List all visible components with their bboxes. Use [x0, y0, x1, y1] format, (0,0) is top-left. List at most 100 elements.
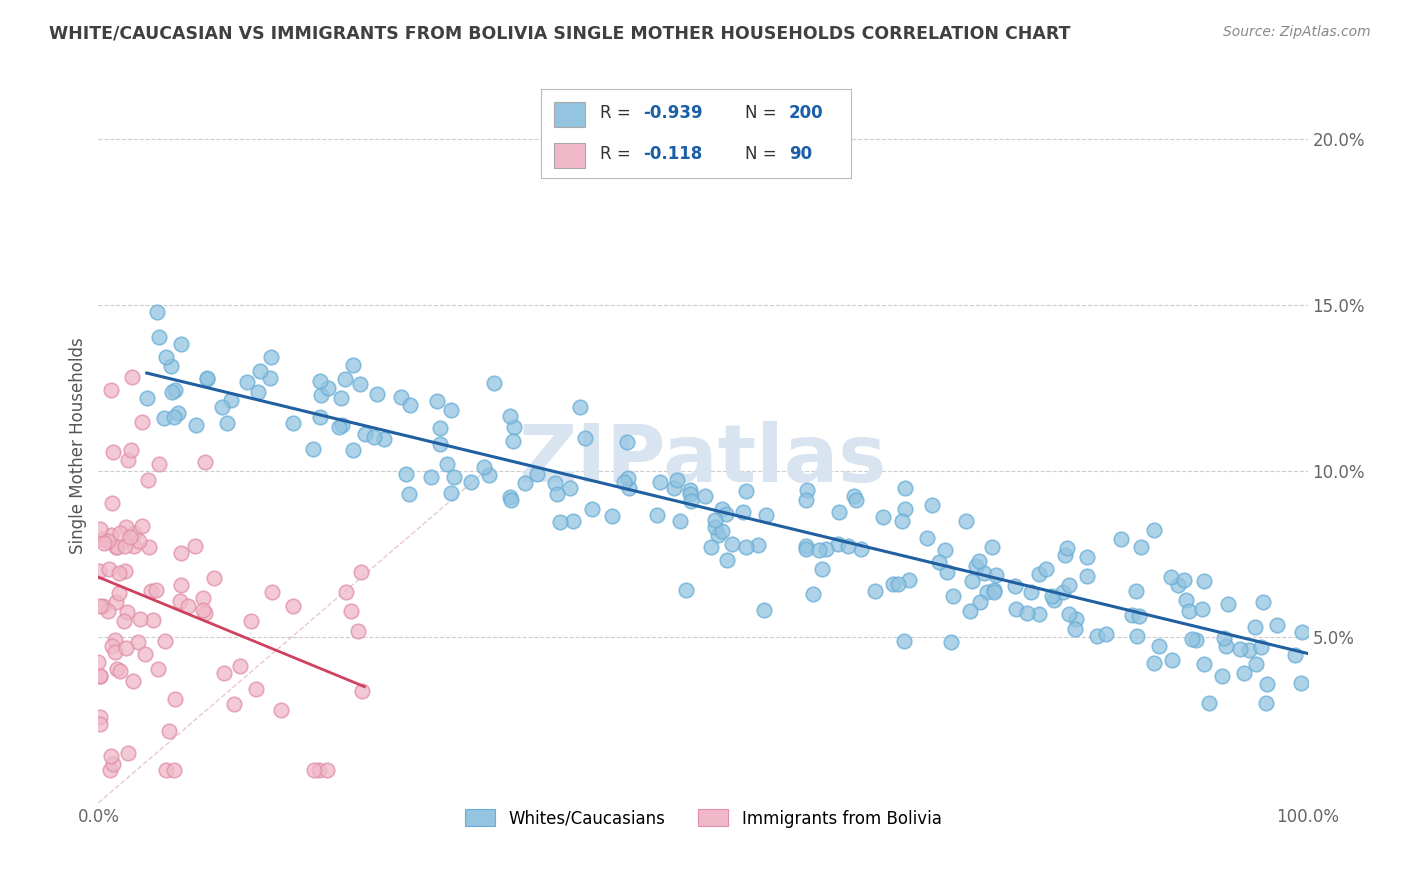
Point — [887, 577, 910, 591]
Point — [1174, 593, 1197, 607]
Point — [436, 458, 458, 472]
Text: WHITE/CAUCASIAN VS IMMIGRANTS FROM BOLIVIA SINGLE MOTHER HOUSEHOLDS CORRELATION : WHITE/CAUCASIAN VS IMMIGRANTS FROM BOLIV… — [49, 25, 1071, 43]
Point — [815, 541, 838, 556]
Point — [157, 723, 180, 738]
Point — [882, 576, 904, 591]
Point — [1004, 579, 1026, 593]
Point — [1130, 540, 1153, 554]
Point — [426, 394, 449, 409]
Point — [700, 541, 723, 555]
Point — [1256, 677, 1278, 691]
Point — [89, 717, 111, 731]
Point — [170, 336, 193, 351]
Point — [581, 501, 603, 516]
Point — [239, 614, 262, 628]
Point — [342, 358, 364, 372]
Point — [420, 469, 443, 483]
Point — [131, 415, 153, 429]
Point — [177, 599, 200, 614]
Point — [191, 591, 214, 605]
Point — [167, 406, 190, 420]
Point — [153, 634, 176, 648]
Point — [1160, 569, 1182, 583]
Text: ZIPatlas: ZIPatlas — [519, 421, 887, 500]
Point — [108, 525, 131, 540]
Point — [983, 585, 1005, 599]
Point — [501, 492, 523, 507]
Point — [330, 391, 353, 405]
Point — [710, 502, 733, 516]
Point — [366, 387, 388, 401]
Point — [1017, 606, 1039, 620]
Point — [1053, 548, 1076, 562]
Point — [389, 390, 412, 404]
Point — [1244, 657, 1267, 671]
Point — [212, 666, 235, 681]
Point — [350, 565, 373, 579]
Point — [228, 659, 250, 673]
Point — [796, 483, 818, 498]
Point — [148, 329, 170, 343]
Point — [844, 489, 866, 503]
Point — [89, 669, 111, 683]
Point — [118, 530, 141, 544]
Point — [1218, 597, 1240, 611]
Point — [716, 553, 738, 567]
Point — [363, 429, 385, 443]
Point — [1185, 632, 1208, 647]
Point — [569, 400, 592, 414]
Point — [796, 493, 818, 508]
Point — [616, 435, 638, 450]
Point — [308, 374, 330, 388]
Text: R =: R = — [600, 145, 636, 163]
Point — [121, 370, 143, 384]
Point — [309, 388, 332, 402]
Point — [89, 710, 111, 724]
Point — [194, 455, 217, 469]
Point — [395, 467, 418, 482]
Point — [165, 383, 187, 397]
Point — [482, 376, 505, 390]
Point — [281, 599, 304, 614]
Point — [1056, 541, 1078, 555]
Point — [138, 541, 160, 555]
Point — [1028, 567, 1050, 582]
Point — [347, 624, 370, 639]
Point — [136, 473, 159, 487]
Point — [114, 565, 136, 579]
Point — [755, 508, 778, 522]
Point — [101, 445, 124, 459]
Point — [108, 586, 131, 600]
Point — [662, 481, 685, 495]
Point — [342, 443, 364, 458]
Point — [129, 612, 152, 626]
Point — [616, 471, 638, 485]
Point — [87, 655, 110, 669]
Text: N =: N = — [745, 104, 782, 122]
Point — [112, 614, 135, 628]
Point — [160, 384, 183, 399]
Point — [89, 669, 111, 683]
Point — [1181, 632, 1204, 646]
Point — [1021, 585, 1043, 599]
Point — [219, 392, 242, 407]
Point — [894, 481, 917, 495]
Point — [89, 522, 111, 536]
Point — [142, 613, 165, 627]
Point — [155, 350, 177, 364]
Point — [183, 539, 205, 553]
Point — [97, 533, 120, 548]
Point — [1052, 585, 1074, 599]
FancyBboxPatch shape — [554, 143, 585, 168]
Point — [1076, 550, 1098, 565]
Point — [270, 703, 292, 717]
Point — [222, 697, 245, 711]
Point — [1167, 578, 1189, 592]
Point — [613, 475, 636, 489]
Point — [162, 763, 184, 777]
Text: 90: 90 — [789, 145, 811, 163]
Point — [443, 470, 465, 484]
Point — [959, 604, 981, 618]
Point — [710, 524, 733, 538]
Point — [398, 487, 420, 501]
